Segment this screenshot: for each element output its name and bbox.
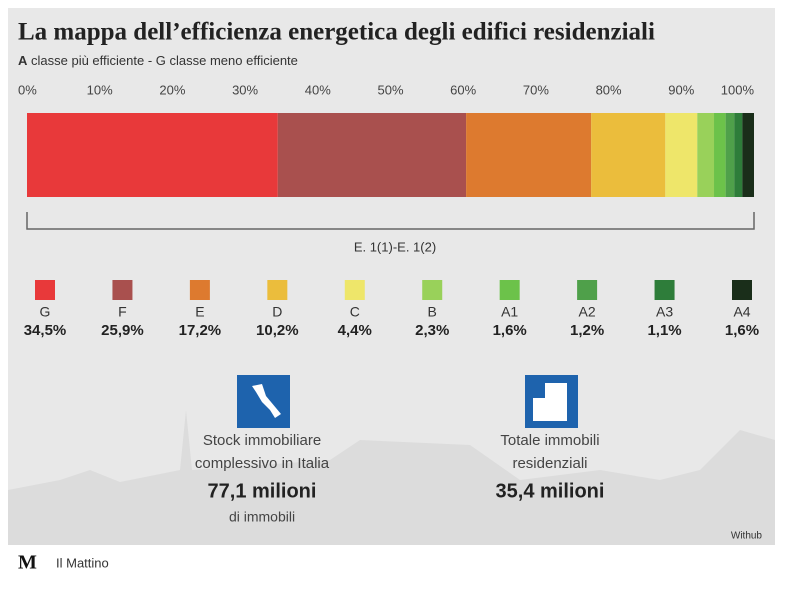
subtitle-bold: A xyxy=(18,53,28,68)
x-tick-label: 40% xyxy=(305,82,331,97)
legend-name: B xyxy=(428,304,437,320)
stat-unit: di immobili xyxy=(229,509,295,525)
bar-segment xyxy=(466,113,592,197)
legend-value: 34,5% xyxy=(24,322,67,339)
x-tick-label: 0% xyxy=(18,82,37,97)
legend-value: 1,6% xyxy=(725,322,759,339)
bar-segment xyxy=(697,113,715,197)
legend-swatch xyxy=(422,280,443,300)
legend-value: 1,1% xyxy=(647,322,681,339)
stat-value: 35,4 milioni xyxy=(496,480,605,502)
legend-swatch xyxy=(732,280,752,300)
legend-swatch xyxy=(267,280,288,300)
chart-title: La mappa dell’efficienza energetica degl… xyxy=(18,19,655,46)
annotation: E. 1(1)-E. 1(2) xyxy=(354,239,436,254)
legend-swatch xyxy=(577,280,598,300)
italy-shape xyxy=(252,384,281,418)
x-tick-label: 10% xyxy=(87,82,113,97)
stat-label: complessivo in Italia xyxy=(195,455,330,472)
legend-swatch xyxy=(112,280,133,300)
stat-label: Stock immobiliare xyxy=(203,432,321,449)
legend-swatch xyxy=(344,280,365,300)
legend-name: G xyxy=(40,304,51,320)
x-tick-label: 20% xyxy=(159,82,185,97)
legend-name: D xyxy=(272,304,282,320)
x-tick-label: 90% xyxy=(668,82,694,97)
legend-name: C xyxy=(350,304,360,320)
bracket xyxy=(26,212,755,230)
stat-label: Totale immobili xyxy=(500,432,599,449)
bar-segment xyxy=(665,113,698,197)
legend-value: 25,9% xyxy=(101,322,144,339)
legend-name: E xyxy=(195,304,204,320)
x-tick-label: 30% xyxy=(232,82,258,97)
publisher: Il Mattino xyxy=(56,555,109,570)
bar-segment xyxy=(591,113,666,197)
legend-value: 4,4% xyxy=(338,322,372,339)
legend-swatch xyxy=(189,280,210,300)
legend-name: F xyxy=(118,304,127,320)
logo: M xyxy=(18,552,37,574)
legend-name: A2 xyxy=(579,304,596,320)
bar-segment xyxy=(725,113,735,197)
legend-swatch xyxy=(654,280,675,300)
subtitle-text: classe più efficiente - G classe meno ef… xyxy=(31,53,298,68)
legend-name: A4 xyxy=(733,304,750,320)
building-shape xyxy=(533,398,547,421)
legend-swatch xyxy=(499,280,520,300)
stat-label: residenziali xyxy=(512,455,587,472)
legend-value: 10,2% xyxy=(256,322,299,339)
bar-segment xyxy=(277,113,467,197)
legend-value: 1,2% xyxy=(570,322,604,339)
x-tick-label: 60% xyxy=(450,82,476,97)
bar-segment xyxy=(734,113,743,197)
bar-segment xyxy=(742,113,754,197)
subtitle: A classe più efficiente - G classe meno … xyxy=(18,53,298,68)
x-tick-label: 50% xyxy=(377,82,403,97)
legend-value: 2,3% xyxy=(415,322,449,339)
x-tick-label: 100% xyxy=(721,82,755,97)
legend-value: 1,6% xyxy=(493,322,527,339)
legend-value: 17,2% xyxy=(179,322,222,339)
legend-name: A1 xyxy=(501,304,518,320)
source: Withub xyxy=(731,531,763,542)
bar-segment xyxy=(27,113,278,197)
x-tick-label: 80% xyxy=(596,82,622,97)
x-tick-label: 70% xyxy=(523,82,549,97)
legend-swatch xyxy=(35,280,55,300)
legend-name: A3 xyxy=(656,304,673,320)
building-shape xyxy=(545,383,567,421)
stat-value: 77,1 milioni xyxy=(208,480,317,502)
bar-segment xyxy=(714,113,726,197)
skyline xyxy=(8,410,775,545)
